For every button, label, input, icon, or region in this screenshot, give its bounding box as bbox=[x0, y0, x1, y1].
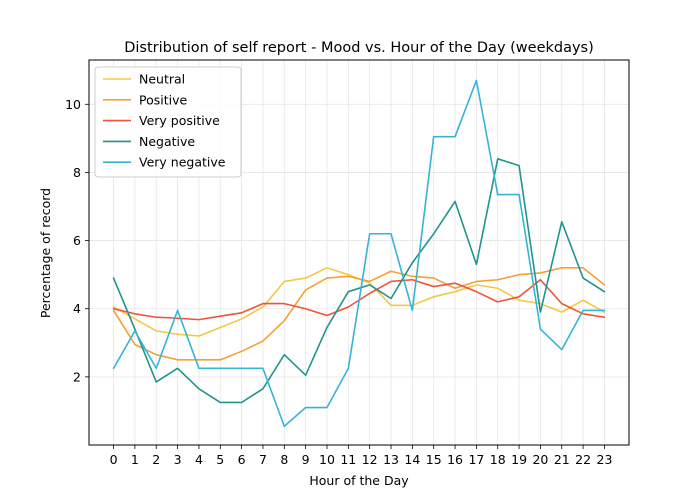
x-tick-label: 8 bbox=[280, 452, 288, 467]
x-tick-label: 12 bbox=[362, 452, 378, 467]
x-tick-label: 10 bbox=[319, 452, 335, 467]
x-tick-label: 4 bbox=[195, 452, 203, 467]
x-tick-label: 3 bbox=[174, 452, 182, 467]
x-tick-label: 19 bbox=[511, 452, 527, 467]
y-tick-label: 10 bbox=[65, 97, 81, 112]
x-tick-label: 20 bbox=[532, 452, 548, 467]
x-tick-label: 14 bbox=[404, 452, 420, 467]
legend: Neutral Positive Very positive Negative Very… bbox=[94, 66, 242, 178]
y-tick-label: 4 bbox=[73, 301, 81, 316]
x-tick-label: 6 bbox=[238, 452, 246, 467]
x-tick-label: 13 bbox=[383, 452, 399, 467]
x-tick-label: 1 bbox=[131, 452, 139, 467]
y-tick-label: 8 bbox=[73, 165, 81, 180]
series-line-very-negative bbox=[112, 79, 606, 428]
legend-box bbox=[94, 66, 242, 178]
x-tick-label: 21 bbox=[554, 452, 570, 467]
y-axis-label: Percentage of record bbox=[38, 188, 53, 318]
x-tick-label: 9 bbox=[302, 452, 310, 467]
legend-label: Very positive bbox=[139, 113, 220, 128]
series-line-negative bbox=[112, 158, 606, 404]
x-tick-label: 22 bbox=[575, 452, 591, 467]
x-tick-label: 15 bbox=[426, 452, 442, 467]
series-line-positive bbox=[112, 267, 606, 361]
x-axis-label: Hour of the Day bbox=[309, 473, 409, 488]
legend-label: Very negative bbox=[139, 155, 226, 170]
x-tick-label: 16 bbox=[447, 452, 463, 467]
x-tick-label: 7 bbox=[259, 452, 267, 467]
plot-frame bbox=[88, 59, 630, 446]
x-tick-label: 11 bbox=[340, 452, 356, 467]
legend-label: Negative bbox=[139, 134, 195, 149]
y-tick-label: 2 bbox=[73, 369, 81, 384]
x-tick-label: 18 bbox=[490, 452, 506, 467]
legend-label: Neutral bbox=[139, 72, 185, 87]
y-tick-label: 6 bbox=[73, 233, 81, 248]
series-lines bbox=[112, 79, 606, 428]
legend-label: Positive bbox=[139, 92, 187, 107]
x-tick-label: 0 bbox=[110, 452, 118, 467]
x-tick-label: 5 bbox=[216, 452, 224, 467]
chart-title: Distribution of self report - Mood vs. H… bbox=[124, 40, 594, 56]
x-tick-label: 2 bbox=[152, 452, 160, 467]
axis-ticks: 0 1 2 3 4 5 6 7 8 9 10 11 12 13 14 15 16 17 18 19 20 21 22 2324… bbox=[65, 97, 612, 467]
x-tick-label: 17 bbox=[468, 452, 484, 467]
x-tick-label: 23 bbox=[597, 452, 613, 467]
